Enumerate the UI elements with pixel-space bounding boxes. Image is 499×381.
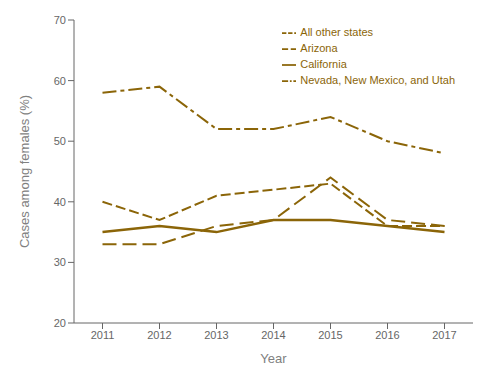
svg-text:2011: 2011: [91, 329, 115, 341]
svg-text:50: 50: [54, 135, 66, 147]
svg-text:Cases among females (%): Cases among females (%): [17, 95, 32, 248]
svg-text:2017: 2017: [432, 329, 456, 341]
svg-text:70: 70: [54, 14, 66, 26]
svg-text:2014: 2014: [261, 329, 285, 341]
svg-text:40: 40: [54, 196, 66, 208]
html-text:Nevada, New Mexico, and Utah: Nevada, New Mexico, and Utah: [300, 74, 455, 87]
svg-text:2012: 2012: [147, 329, 171, 341]
html-text:Arizona: Arizona: [300, 42, 338, 55]
html-text:All other states: All other states: [300, 26, 374, 38]
svg-text:30: 30: [54, 256, 66, 268]
svg-text:2016: 2016: [375, 329, 399, 341]
svg-text:20: 20: [54, 317, 66, 329]
svg-text:60: 60: [54, 75, 66, 87]
svg-text:2015: 2015: [318, 329, 342, 341]
html-text:California: California: [300, 58, 347, 71]
svg-text:Year: Year: [260, 351, 287, 366]
svg-text:2013: 2013: [204, 329, 228, 341]
